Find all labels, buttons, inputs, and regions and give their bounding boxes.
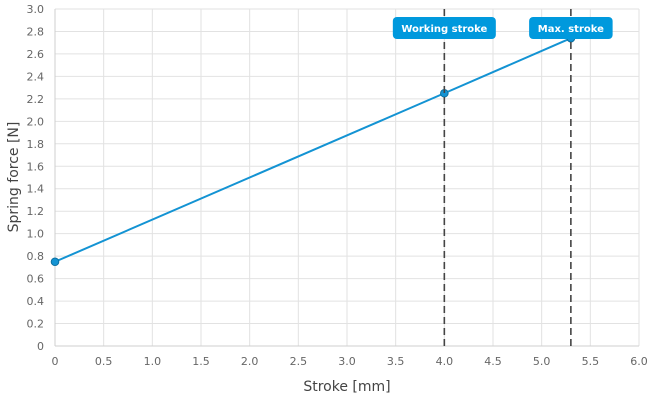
y-tick-label: 2.2 xyxy=(27,93,45,106)
y-tick-label: 1.0 xyxy=(27,228,45,241)
x-tick-label: 3.0 xyxy=(338,355,356,368)
stroke-marker-label: Max. stroke xyxy=(538,24,604,35)
x-tick-label: 2.5 xyxy=(290,355,308,368)
x-tick-label: 0.5 xyxy=(95,355,113,368)
y-tick-label: 0.8 xyxy=(27,250,45,263)
stroke-marker-label-box xyxy=(529,17,613,39)
y-axis-title: Spring force [N] xyxy=(6,122,22,233)
y-tick-label: 3.0 xyxy=(27,3,45,16)
x-tick-label: 5.5 xyxy=(582,355,600,368)
grid xyxy=(54,8,640,347)
y-tick-label: 0.4 xyxy=(27,295,45,308)
data-point xyxy=(50,257,60,267)
y-tick-label: 2.4 xyxy=(27,70,45,83)
x-tick-label: 1.5 xyxy=(192,355,210,368)
series xyxy=(50,33,576,267)
y-tick-label: 1.4 xyxy=(27,183,45,196)
y-tick-labels: 0 0.2 0.4 0.6 0.8 1.0 1.2 1.4 1.6 1.8 2.0 2.2 2.4 2.6… xyxy=(27,3,45,353)
x-tick-label: 6.0 xyxy=(630,355,648,368)
x-tick-label: 5.0 xyxy=(533,355,551,368)
axes xyxy=(54,9,639,347)
stroke-marker-label-box xyxy=(392,17,496,39)
y-tick-label: 1.6 xyxy=(27,160,45,173)
y-tick-label: 2.0 xyxy=(27,115,45,128)
x-tick-label: 4.0 xyxy=(436,355,454,368)
x-tick-label: 1.0 xyxy=(144,355,162,368)
stroke-markers: Working stroke Max. stroke xyxy=(392,9,613,346)
y-tick-label: 0.6 xyxy=(27,273,45,286)
x-tick-labels: 0 0.5 1.0 1.5 2.0 2.5 3.0 3.5 4.0 4.5 5.0 5.5 6.0 xyxy=(52,355,648,368)
x-tick-label: 4.5 xyxy=(484,355,502,368)
y-tick-label: 1.8 xyxy=(27,138,45,151)
x-tick-label: 2.0 xyxy=(241,355,259,368)
y-tick-label: 0.2 xyxy=(27,318,45,331)
y-tick-label: 1.2 xyxy=(27,205,45,218)
y-tick-label: 2.6 xyxy=(27,48,45,61)
x-tick-label: 0 xyxy=(52,355,59,368)
stroke-marker-label: Working stroke xyxy=(401,24,487,35)
y-tick-label: 2.8 xyxy=(27,25,45,38)
x-axis-title: Stroke [mm] xyxy=(303,379,390,395)
y-tick-label: 0 xyxy=(37,340,44,353)
x-tick-label: 3.5 xyxy=(387,355,405,368)
